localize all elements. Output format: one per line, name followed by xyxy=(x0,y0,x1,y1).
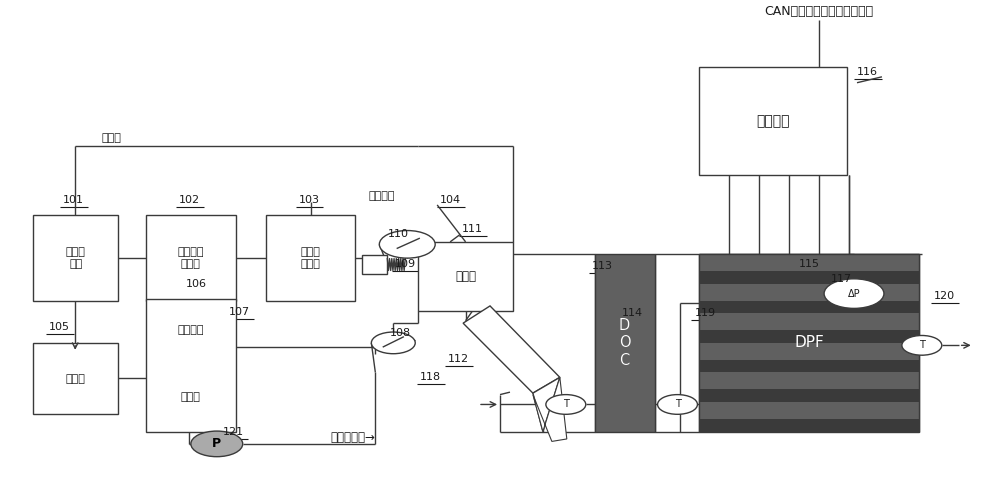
Text: 105: 105 xyxy=(49,322,70,331)
Bar xyxy=(699,419,919,431)
Text: 101: 101 xyxy=(63,195,84,205)
Bar xyxy=(362,255,387,274)
Circle shape xyxy=(191,431,243,457)
Text: 119: 119 xyxy=(694,308,716,318)
Text: P: P xyxy=(212,437,221,450)
Text: 混合腔: 混合腔 xyxy=(455,270,476,283)
Text: 气路通断
电磁阀: 气路通断 电磁阀 xyxy=(178,247,204,269)
Text: 隔膜泵: 隔膜泵 xyxy=(181,392,201,402)
Circle shape xyxy=(379,231,435,258)
Circle shape xyxy=(902,335,942,355)
Text: 117: 117 xyxy=(831,274,852,284)
Text: CAN通讯（及其它信号采集）: CAN通讯（及其它信号采集） xyxy=(765,4,874,18)
Bar xyxy=(699,271,919,284)
Bar xyxy=(699,390,919,402)
Text: 109: 109 xyxy=(395,259,416,269)
Bar xyxy=(699,331,919,343)
Text: 104: 104 xyxy=(440,195,461,205)
Text: D
O
C: D O C xyxy=(619,318,630,368)
Bar xyxy=(699,67,847,175)
Text: ΔP: ΔP xyxy=(848,289,860,299)
Text: 压缩空
气源: 压缩空 气源 xyxy=(66,247,86,269)
Text: T: T xyxy=(919,340,925,350)
Bar xyxy=(418,242,513,311)
Text: 115: 115 xyxy=(799,259,820,269)
Circle shape xyxy=(371,332,415,354)
Text: 107: 107 xyxy=(229,307,250,317)
Text: 回液管: 回液管 xyxy=(101,133,121,143)
Text: 121: 121 xyxy=(223,427,244,437)
Text: 106: 106 xyxy=(186,279,207,289)
Text: D
O
C: D O C xyxy=(619,318,630,368)
Text: 控制单元: 控制单元 xyxy=(756,114,790,128)
Polygon shape xyxy=(463,306,560,393)
Bar xyxy=(699,301,919,313)
Polygon shape xyxy=(533,377,567,441)
Text: 柴油机尾气→: 柴油机尾气→ xyxy=(330,431,375,444)
Bar xyxy=(146,299,236,431)
Circle shape xyxy=(546,395,586,414)
Text: 减压稳
压装置: 减压稳 压装置 xyxy=(301,247,320,269)
Bar xyxy=(33,343,118,414)
Text: 102: 102 xyxy=(179,195,200,205)
Text: 110: 110 xyxy=(388,230,409,240)
Bar xyxy=(699,360,919,372)
Bar xyxy=(146,215,236,301)
Text: 113: 113 xyxy=(592,261,613,271)
Text: T: T xyxy=(675,400,680,410)
Text: 103: 103 xyxy=(299,195,320,205)
Bar xyxy=(595,254,655,431)
Bar xyxy=(266,215,355,301)
Circle shape xyxy=(658,395,697,414)
Text: 111: 111 xyxy=(462,225,483,235)
Text: 燃油箱: 燃油箱 xyxy=(66,374,86,384)
Text: 114: 114 xyxy=(622,308,643,318)
Text: 120: 120 xyxy=(934,291,955,301)
Circle shape xyxy=(824,279,884,308)
Text: 步进电机: 步进电机 xyxy=(178,326,204,335)
Text: DPF: DPF xyxy=(794,335,824,350)
Text: 118: 118 xyxy=(420,372,441,382)
Polygon shape xyxy=(533,377,560,431)
Text: T: T xyxy=(563,400,569,410)
Text: 116: 116 xyxy=(857,67,878,77)
Text: 恒压气源: 恒压气源 xyxy=(368,191,395,201)
Bar xyxy=(33,215,118,301)
Bar xyxy=(699,254,919,431)
Text: 112: 112 xyxy=(448,353,469,364)
Text: 108: 108 xyxy=(390,328,411,338)
